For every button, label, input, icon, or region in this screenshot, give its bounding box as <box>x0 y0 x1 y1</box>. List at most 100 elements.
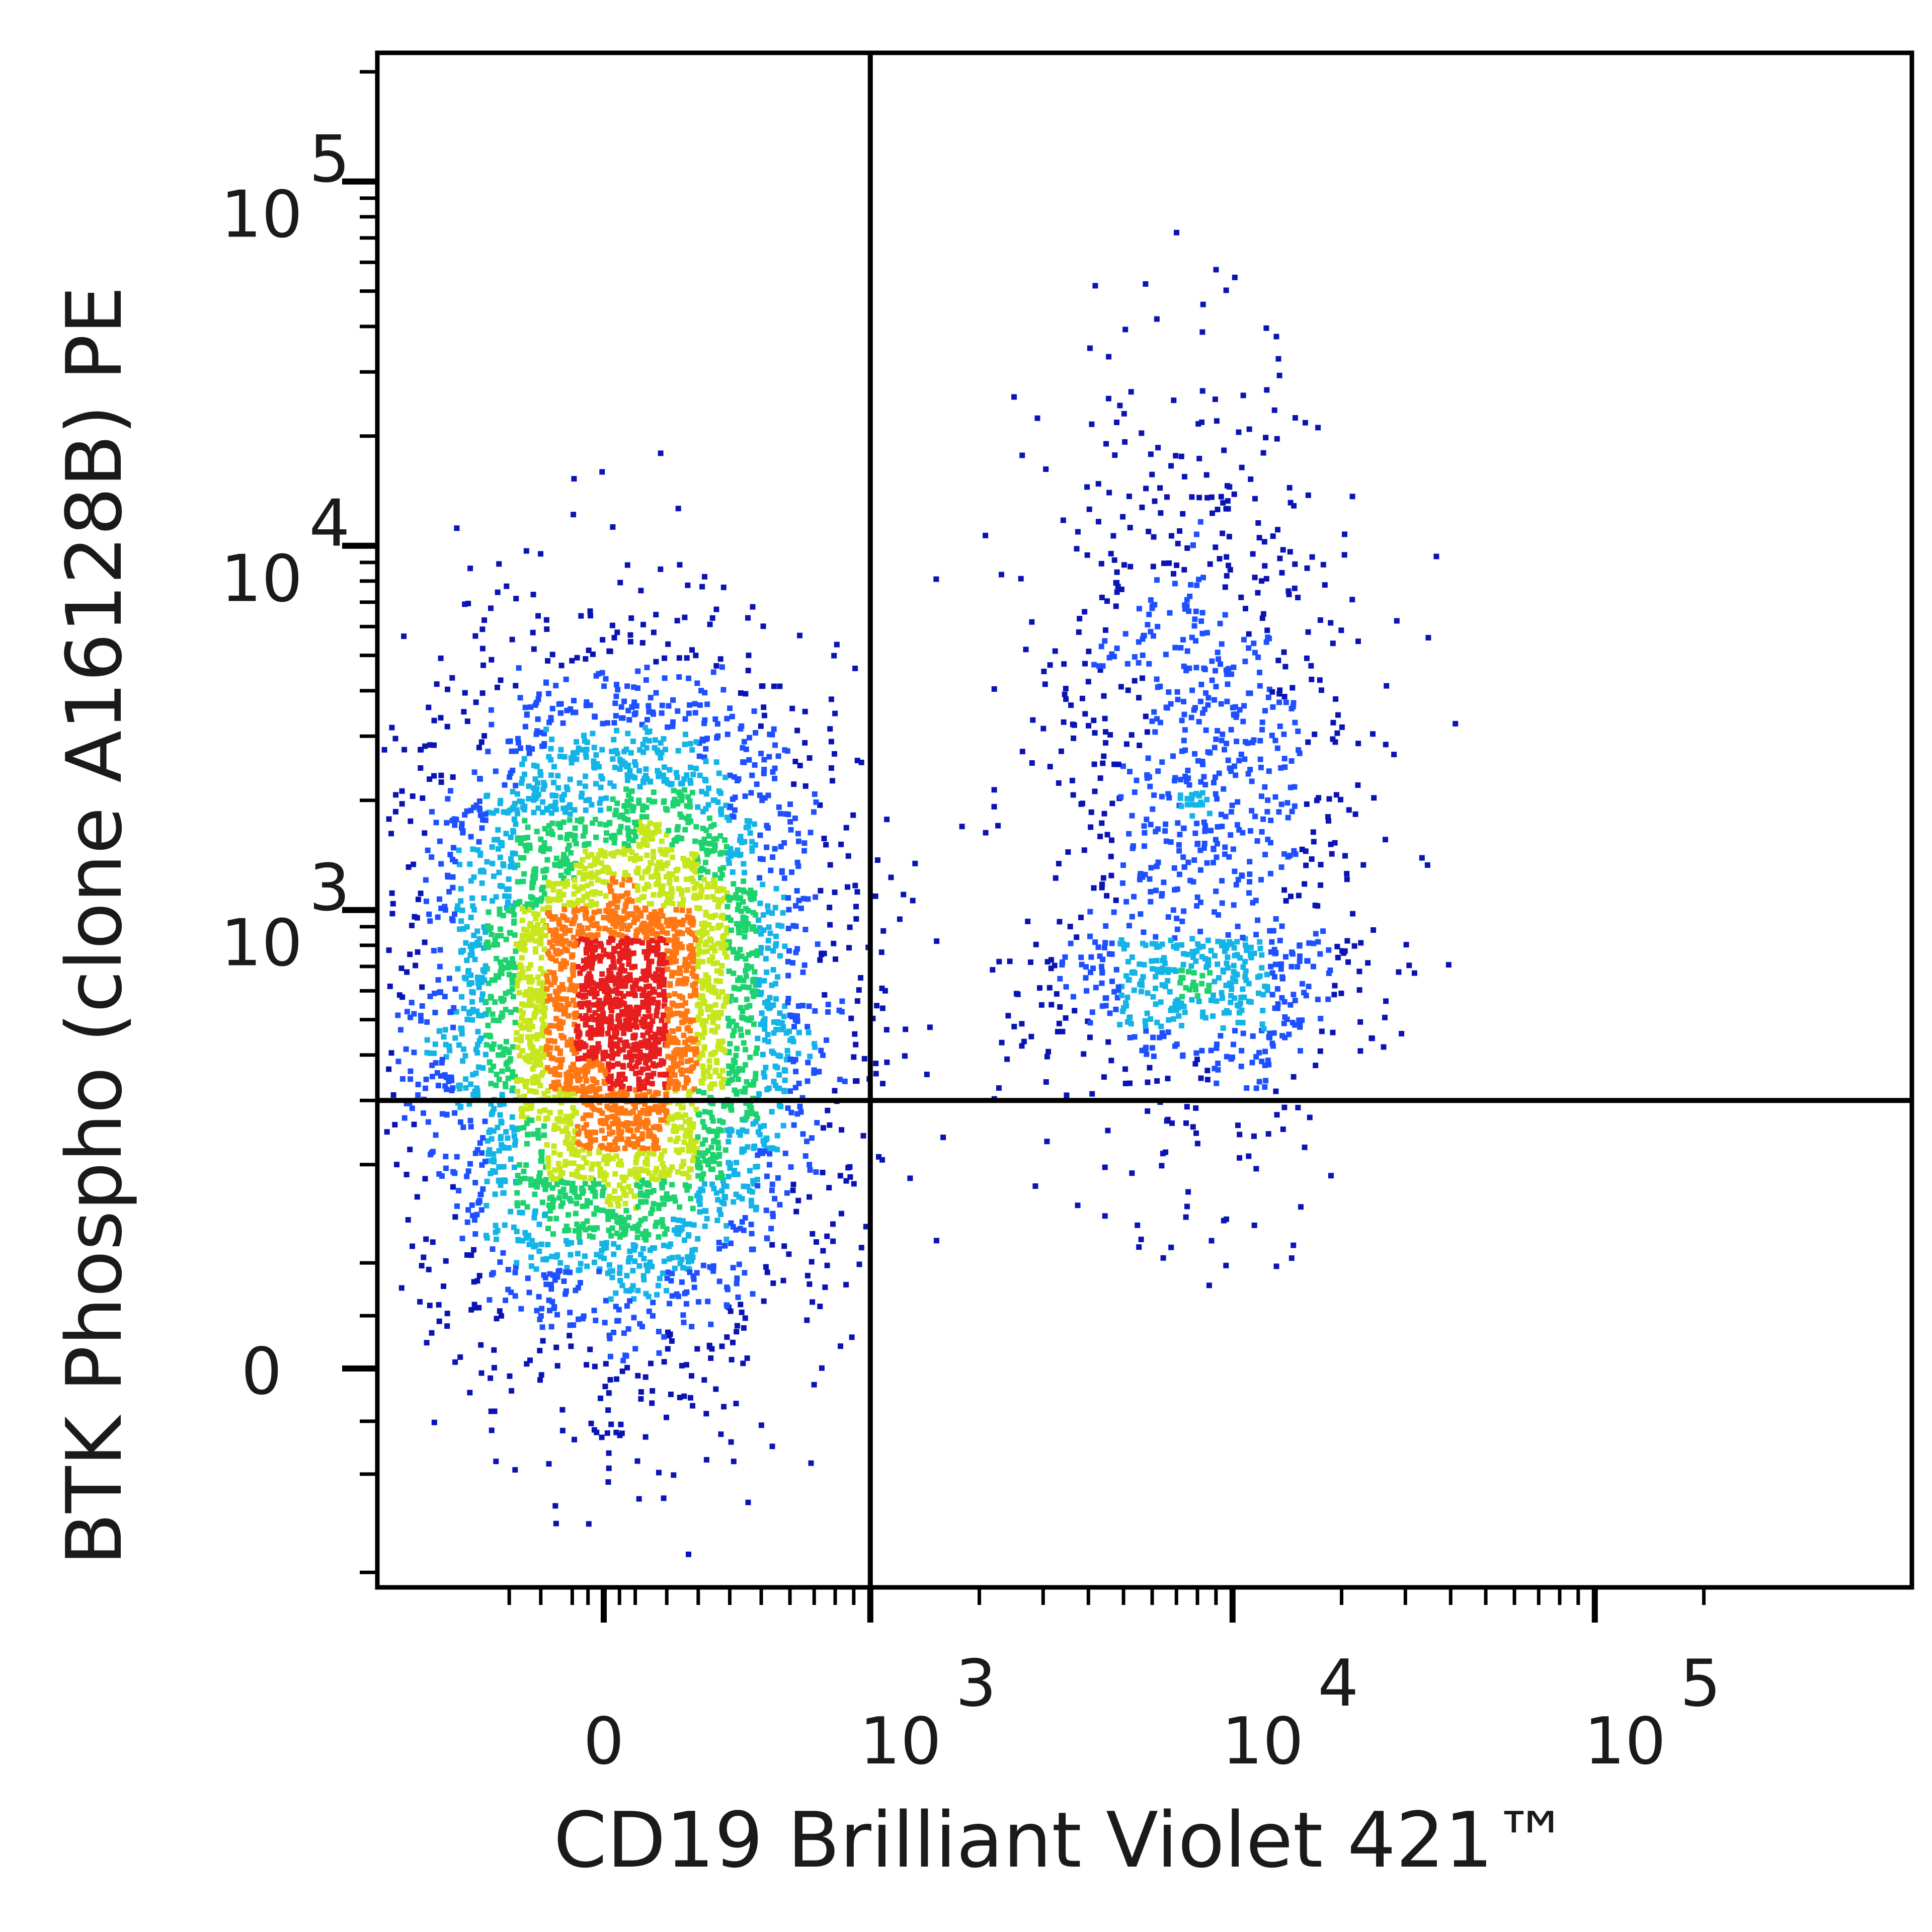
event-dot <box>678 1124 684 1130</box>
event-dot <box>644 1117 650 1123</box>
event-dot <box>739 953 745 959</box>
event-dot <box>661 1003 667 1009</box>
event-dot <box>587 1233 593 1239</box>
event-dot <box>401 747 408 753</box>
event-dot <box>547 1216 553 1222</box>
event-dot <box>557 834 564 840</box>
event-dot <box>393 792 399 798</box>
event-dot <box>754 1177 760 1182</box>
event-dot <box>832 890 838 895</box>
event-dot <box>924 1072 930 1077</box>
event-dot <box>749 848 755 854</box>
event-dot <box>632 775 638 781</box>
event-dot <box>724 925 730 931</box>
event-dot <box>697 1201 703 1207</box>
event-dot <box>507 774 513 780</box>
event-dot <box>826 1185 832 1191</box>
event-dot <box>592 986 598 992</box>
event-dot <box>602 1320 608 1326</box>
event-dot <box>698 891 704 896</box>
event-dot <box>437 947 443 953</box>
event-dot <box>553 958 559 963</box>
event-dot <box>665 1329 671 1335</box>
event-dot <box>767 1151 773 1157</box>
event-dot <box>519 776 525 782</box>
event-dot <box>558 949 565 955</box>
event-dot <box>517 745 523 751</box>
event-dot <box>682 1133 688 1139</box>
event-dot <box>763 1065 769 1071</box>
event-dot <box>548 715 554 721</box>
event-dot <box>599 670 605 676</box>
event-dot <box>531 1014 537 1020</box>
event-dot <box>612 834 618 840</box>
event-dot <box>672 1072 678 1078</box>
event-dot <box>667 1167 673 1173</box>
event-dot <box>403 1046 409 1052</box>
event-dot <box>714 735 720 741</box>
event-dot <box>497 906 503 912</box>
event-dot <box>437 838 443 844</box>
event-dot <box>471 1302 477 1308</box>
event-dot <box>509 636 515 642</box>
event-dot <box>705 1006 711 1012</box>
event-dot <box>717 808 723 814</box>
event-dot <box>427 1050 433 1056</box>
event-dot <box>858 1245 864 1251</box>
event-dot <box>541 1132 547 1138</box>
event-dot <box>812 1008 818 1014</box>
event-dot <box>510 907 516 913</box>
event-dot <box>552 1068 557 1074</box>
event-dot <box>725 1015 731 1021</box>
event-dot <box>476 936 482 942</box>
event-dot <box>545 879 551 886</box>
event-dot <box>566 842 572 848</box>
event-dot <box>736 776 742 782</box>
event-dot <box>785 1000 791 1006</box>
event-dot <box>687 702 693 708</box>
event-dot <box>666 871 672 877</box>
event-dot <box>480 1135 486 1141</box>
event-dot <box>532 988 538 994</box>
event-dot <box>812 791 818 797</box>
event-dot <box>691 886 697 892</box>
event-dot <box>621 916 627 922</box>
event-dot <box>676 1026 682 1032</box>
event-dot <box>729 850 735 856</box>
event-dot <box>728 1439 734 1445</box>
event-dot <box>544 973 550 979</box>
event-dot <box>606 1124 612 1131</box>
event-dot <box>520 970 526 975</box>
event-dot <box>686 675 691 681</box>
event-dot <box>522 704 528 710</box>
event-dot <box>630 988 636 994</box>
event-dot <box>888 874 894 880</box>
event-dot <box>610 1156 616 1162</box>
event-dot <box>675 1135 681 1141</box>
event-dot <box>443 1165 449 1171</box>
event-dot <box>627 856 633 862</box>
event-dot <box>695 804 701 810</box>
event-dot <box>685 1259 691 1265</box>
event-dot <box>568 755 574 761</box>
event-dot <box>845 853 851 859</box>
event-dot <box>716 994 721 1000</box>
event-dot <box>902 1053 908 1059</box>
event-dot <box>628 615 634 621</box>
event-dot <box>648 912 654 918</box>
event-dot <box>662 675 668 681</box>
event-dot <box>821 836 827 841</box>
event-dot <box>664 1042 670 1049</box>
event-dot <box>726 850 732 856</box>
event-dot <box>693 987 698 993</box>
event-dot <box>721 1243 728 1249</box>
event-dot <box>787 1088 793 1094</box>
event-dot <box>700 958 706 964</box>
event-dot <box>427 1303 433 1309</box>
event-dot <box>767 732 773 738</box>
event-dot <box>503 1129 509 1135</box>
event-dot <box>523 1106 529 1112</box>
event-dot <box>601 947 607 953</box>
event-dot <box>528 1176 534 1182</box>
event-dot <box>767 995 773 1001</box>
